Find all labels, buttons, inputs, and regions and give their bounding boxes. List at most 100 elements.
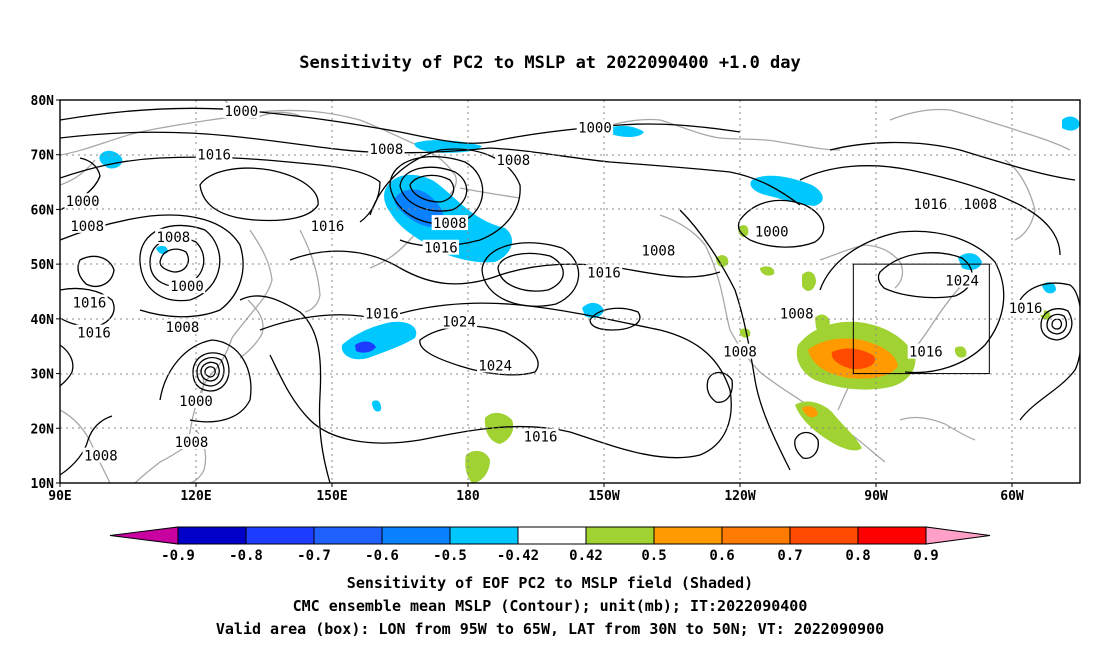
contour-label-bg xyxy=(363,305,401,321)
colorbar-swatch xyxy=(245,526,315,545)
contour-east-high-1024 xyxy=(877,252,973,299)
pos-blob-gulf-orange xyxy=(802,406,818,418)
lon-label: 120E xyxy=(180,489,211,504)
pos-blob-plains xyxy=(815,314,830,332)
contour-arctic-1000 xyxy=(60,107,741,144)
coastline-greenland xyxy=(1004,159,1036,241)
contour-china-1008 xyxy=(60,214,244,318)
coastline-alaska-north xyxy=(599,118,841,151)
contour-label-bg xyxy=(477,357,514,373)
neg-blob-pacific-core xyxy=(355,341,376,353)
contour-label-bg xyxy=(943,272,981,288)
contour-label: 1024 xyxy=(945,274,979,290)
contour-label: 1016 xyxy=(311,219,345,235)
coastline-arctic-canada xyxy=(889,108,1071,151)
valid-area-box xyxy=(852,263,990,375)
shading-positive xyxy=(175,225,1051,483)
contour-label-bg xyxy=(82,447,119,463)
contour-npac-low-2 xyxy=(481,242,580,307)
map-background xyxy=(60,100,1080,483)
contour-label-bg xyxy=(155,228,192,244)
contour-canada-1000 xyxy=(737,199,825,248)
contour-label-bg xyxy=(177,392,215,408)
caption-line-3: Valid area (box): LON from 95W to 65W, L… xyxy=(216,620,884,638)
contour-label: 1000 xyxy=(224,104,258,120)
pos-blob-bc xyxy=(716,255,729,267)
caption-line-2: CMC ensemble mean MSLP (Contour); unit(m… xyxy=(293,597,808,615)
contour-siberian-high xyxy=(199,167,319,222)
contour-ty-3 xyxy=(196,357,225,387)
contour-label-bg xyxy=(64,193,101,209)
contour-label-bg xyxy=(309,217,346,233)
contour-sasia-1000 xyxy=(60,344,74,387)
contour-label: 1016 xyxy=(197,148,231,164)
pos-blob-mexico xyxy=(739,328,751,338)
contour-canada-1008 xyxy=(799,165,1061,256)
contour-label-bg xyxy=(195,146,233,162)
lon-label: 150W xyxy=(588,489,619,504)
contour-label-bg xyxy=(71,294,108,310)
contour-label: 1024 xyxy=(478,358,512,374)
contour-label: 1000 xyxy=(66,194,100,210)
contour-bering-low-2 xyxy=(399,166,468,212)
contour-label-bg xyxy=(753,223,790,239)
neg-blob-gulf-alaska xyxy=(750,175,823,206)
contour-pacific-1016-west xyxy=(239,295,331,483)
contour-label-bg xyxy=(495,152,532,168)
contour-mexico-1008 xyxy=(706,371,733,403)
coastline-indochina xyxy=(60,409,111,483)
contour-label: 1008 xyxy=(642,243,676,259)
coastline-caribbean xyxy=(899,416,976,441)
contour-wcoast-1008 xyxy=(679,209,791,471)
lat-label: 40N xyxy=(31,313,55,328)
map-frame xyxy=(59,99,1081,484)
contour-label: 1008 xyxy=(370,142,404,158)
lat-label: 80N xyxy=(31,94,55,109)
lat-label: 30N xyxy=(31,368,55,383)
contour-label-bg xyxy=(422,239,459,255)
neg-blob-west-coast xyxy=(582,302,604,318)
lon-label: 60W xyxy=(1000,489,1024,504)
latitude-labels: 80N 70N 60N 50N 40N 30N 20N 10N xyxy=(31,94,60,492)
contour-label: 1016 xyxy=(365,306,399,322)
colorbar-swatch xyxy=(585,526,655,545)
colorbar-label: -0.9 xyxy=(161,548,195,564)
neg-blob-siberia xyxy=(99,150,123,169)
contour-ty-2 xyxy=(200,361,220,382)
caption-line-1: Sensitivity of EOF PC2 to MSLP field (Sh… xyxy=(347,574,753,592)
pos-blob-rockies xyxy=(738,225,749,237)
figure-title: Sensitivity of PC2 to MSLP at 2022090400… xyxy=(299,53,801,73)
coastline-okhotsk xyxy=(231,229,273,339)
contour-label: 1008 xyxy=(963,197,997,213)
colorbar-swatch xyxy=(313,526,383,545)
map-panel: 1000 1000 1016 1008 1008 1000 1008 1016 1008 1008… xyxy=(31,94,1081,504)
contour-label-bg xyxy=(576,119,614,135)
contour-label-bg xyxy=(721,343,759,359)
contour-sasia-1008 xyxy=(60,415,113,476)
coastline-china-south xyxy=(134,444,189,483)
contour-label: 1008 xyxy=(496,153,530,169)
contour-label: 1016 xyxy=(73,295,107,311)
lon-label: 120W xyxy=(724,489,755,504)
contour-arctic-1008 xyxy=(60,131,801,206)
colorbar-label: 0.9 xyxy=(913,548,938,564)
contour-ty-4 xyxy=(192,352,230,392)
contour-label-bg xyxy=(173,433,210,449)
lon-label: 90W xyxy=(864,489,888,504)
colorbar-swatch xyxy=(653,526,723,545)
mslp-contours xyxy=(60,107,1080,483)
colorbar-swatch xyxy=(449,526,519,545)
contour-atl-low-3 xyxy=(1040,308,1073,341)
colorbar-label: -0.5 xyxy=(433,548,467,564)
colorbar-swatch xyxy=(517,526,587,545)
neg-blob-atlantic xyxy=(1042,282,1056,294)
colorbar-label: -0.7 xyxy=(297,548,331,564)
colorbar-label: -0.6 xyxy=(365,548,399,564)
contour-ty-1 xyxy=(204,366,216,378)
colorbar-swatch xyxy=(177,526,247,545)
contour-east-pac-low xyxy=(589,307,641,331)
longitude-labels: 90E 120E 150E 180 150W 120W 90W 60W xyxy=(48,483,1024,504)
contour-label-bg xyxy=(69,217,106,233)
coastline-japan xyxy=(239,299,264,359)
contour-label: 1008 xyxy=(156,230,190,246)
